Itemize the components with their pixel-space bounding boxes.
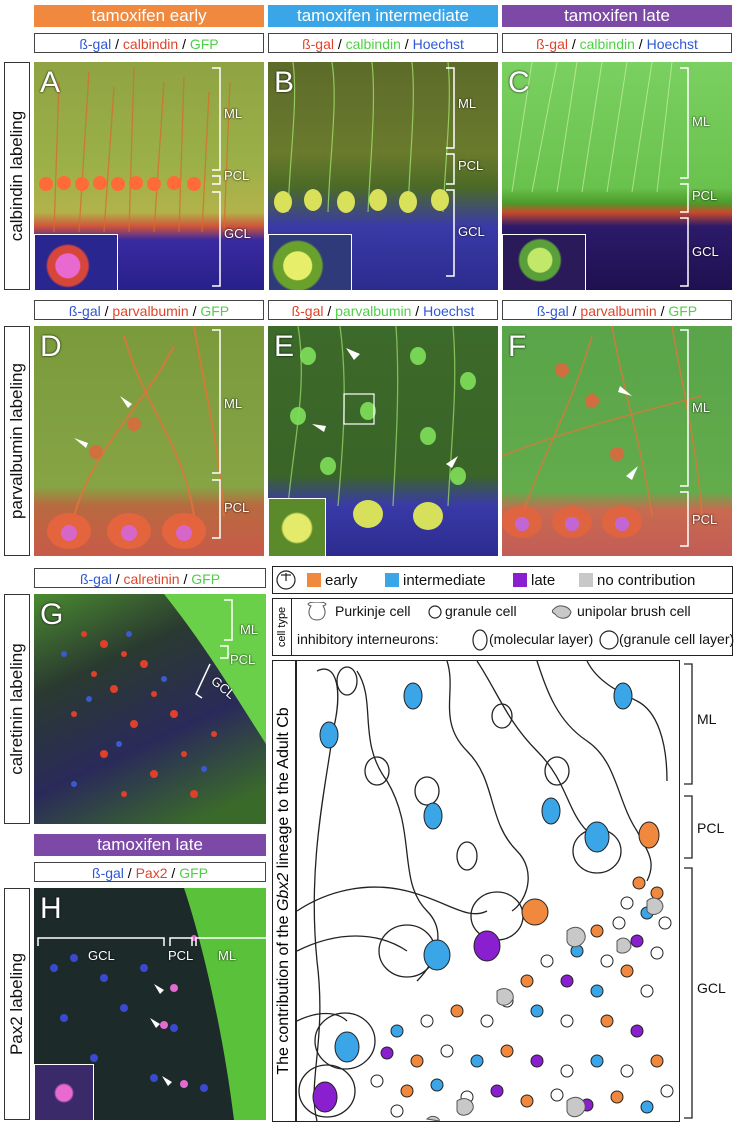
layer-label-gcl-a: GCL xyxy=(224,226,251,241)
legend-intermediate: intermediate xyxy=(385,572,486,589)
early-swatch xyxy=(307,573,321,587)
panel-letter-c: C xyxy=(508,66,530,99)
schematic-label-gcl: GCL xyxy=(697,980,726,996)
panel-d-micrograph: D ML PCL xyxy=(34,326,264,556)
panel-e-inset xyxy=(268,498,326,556)
layer-label-pcl-a: PCL xyxy=(224,168,250,183)
timer-icon xyxy=(276,570,296,590)
stain-label-e: ß-gal / parvalbumin / Hoechst xyxy=(268,300,498,320)
cell-type-tab: cell type xyxy=(273,599,292,655)
panel-letter-h: H xyxy=(40,892,62,925)
legend-molecular-layer: (molecular layer) xyxy=(489,631,594,647)
panel-b-inset xyxy=(268,234,352,290)
panel-letter-g: G xyxy=(40,598,64,631)
granule-icon xyxy=(428,605,442,619)
layer-label-gcl-b: GCL xyxy=(458,224,485,239)
schematic-label-ml: ML xyxy=(697,711,717,727)
panel-letter-a: A xyxy=(40,66,61,99)
header-tamoxifen-late-h: tamoxifen late xyxy=(34,834,266,856)
panel-g-micrograph: G ML PCL GCL xyxy=(34,594,266,824)
stain-label-c: ß-gal / calbindin / Hoechst xyxy=(502,33,732,53)
legend-ubc: unipolar brush cell xyxy=(577,603,691,619)
legend-no-contribution: no contribution xyxy=(579,572,695,589)
gcl-interneuron-icon xyxy=(599,630,619,650)
layer-label-pcl-f: PCL xyxy=(692,512,718,527)
panel-h-micrograph: H GCL PCL ML xyxy=(34,888,266,1120)
layer-label-ml-b: ML xyxy=(458,96,477,111)
stain-label-h: ß-gal / Pax2 / GFP xyxy=(34,862,266,882)
legend-timing: early intermediate late no contribution xyxy=(272,566,733,594)
layer-label-ml-a: ML xyxy=(224,106,243,121)
layer-label-pcl-g: PCL xyxy=(230,652,256,667)
panel-f-micrograph: F ML PCL xyxy=(502,326,732,556)
side-label-pax2: Pax2 labeling xyxy=(4,888,30,1120)
legend-inhibitory: inhibitory interneurons: xyxy=(297,631,439,647)
layer-label-pcl-h: PCL xyxy=(168,948,194,963)
layer-label-ml-c: ML xyxy=(692,114,711,129)
stain-label-d: ß-gal / parvalbumin / GFP xyxy=(34,300,264,320)
schematic-diagram xyxy=(296,660,680,1122)
side-label-calbindin: calbindin labeling xyxy=(4,62,30,290)
panel-c-inset xyxy=(502,234,586,290)
panel-letter-e: E xyxy=(274,330,295,363)
layer-label-gcl-c: GCL xyxy=(692,244,719,259)
cerebellum-schematic xyxy=(297,661,674,1121)
late-swatch xyxy=(513,573,527,587)
no-contribution-swatch xyxy=(579,573,593,587)
header-tamoxifen-early: tamoxifen early xyxy=(34,5,264,27)
panel-c-micrograph: C ML PCL GCL xyxy=(502,62,732,290)
legend-cell-types: cell type Purkinje cell granule cell uni… xyxy=(272,598,735,656)
stain-label-b: ß-gal / calbindin / Hoechst xyxy=(268,33,498,53)
layer-label-pcl-b: PCL xyxy=(458,158,484,173)
granule-cell-dots xyxy=(370,876,674,1118)
legend-gcl-layer: (granule cell layer) xyxy=(619,631,735,647)
intermediate-swatch xyxy=(385,573,399,587)
stain-label-a: ß-gal / calbindin / GFP xyxy=(34,33,264,53)
legend-early: early xyxy=(307,572,358,589)
layer-label-ml-d: ML xyxy=(224,396,243,411)
legend-granule: granule cell xyxy=(445,603,517,619)
purkinje-icon xyxy=(307,602,327,621)
panel-a-inset xyxy=(34,234,118,290)
legend-late: late xyxy=(513,572,555,589)
legend-purkinje: Purkinje cell xyxy=(335,603,411,619)
molecular-interneuron-icon xyxy=(472,629,488,651)
panel-letter-f: F xyxy=(508,330,527,363)
panel-h-inset xyxy=(34,1064,94,1120)
ubc-icon xyxy=(551,605,572,619)
layer-label-gcl-h: GCL xyxy=(88,948,115,963)
header-tamoxifen-intermediate: tamoxifen intermediate xyxy=(268,5,498,27)
panel-e-micrograph: E xyxy=(268,326,498,556)
header-tamoxifen-late: tamoxifen late xyxy=(502,5,732,27)
layer-label-ml-g: ML xyxy=(240,622,259,637)
layer-label-pcl-c: PCL xyxy=(692,188,718,203)
panel-b-micrograph: B ML PCL GCL xyxy=(268,62,498,290)
panel-letter-b: B xyxy=(274,66,295,99)
interneuron-markers xyxy=(312,682,660,1113)
schematic-side-title: The contribution of the Gbx2 lineage to … xyxy=(272,660,296,1122)
panel-a-micrograph: A ML PCL GCL xyxy=(34,62,264,290)
side-label-parvalbumin: parvalbumin labeling xyxy=(4,326,30,556)
side-label-calretinin: calretinin labeling xyxy=(4,594,30,824)
schematic-layer-brackets xyxy=(684,663,693,1119)
layer-label-pcl-d: PCL xyxy=(224,500,250,515)
stain-label-f: ß-gal / parvalbumin / GFP xyxy=(502,300,732,320)
ubc-markers xyxy=(425,897,664,1121)
stain-label-g: ß-gal / calretinin / GFP xyxy=(34,568,266,588)
layer-label-ml-h: ML xyxy=(218,948,237,963)
schematic-label-pcl: PCL xyxy=(697,820,725,836)
layer-label-ml-f: ML xyxy=(692,400,711,415)
panel-letter-d: D xyxy=(40,330,62,363)
